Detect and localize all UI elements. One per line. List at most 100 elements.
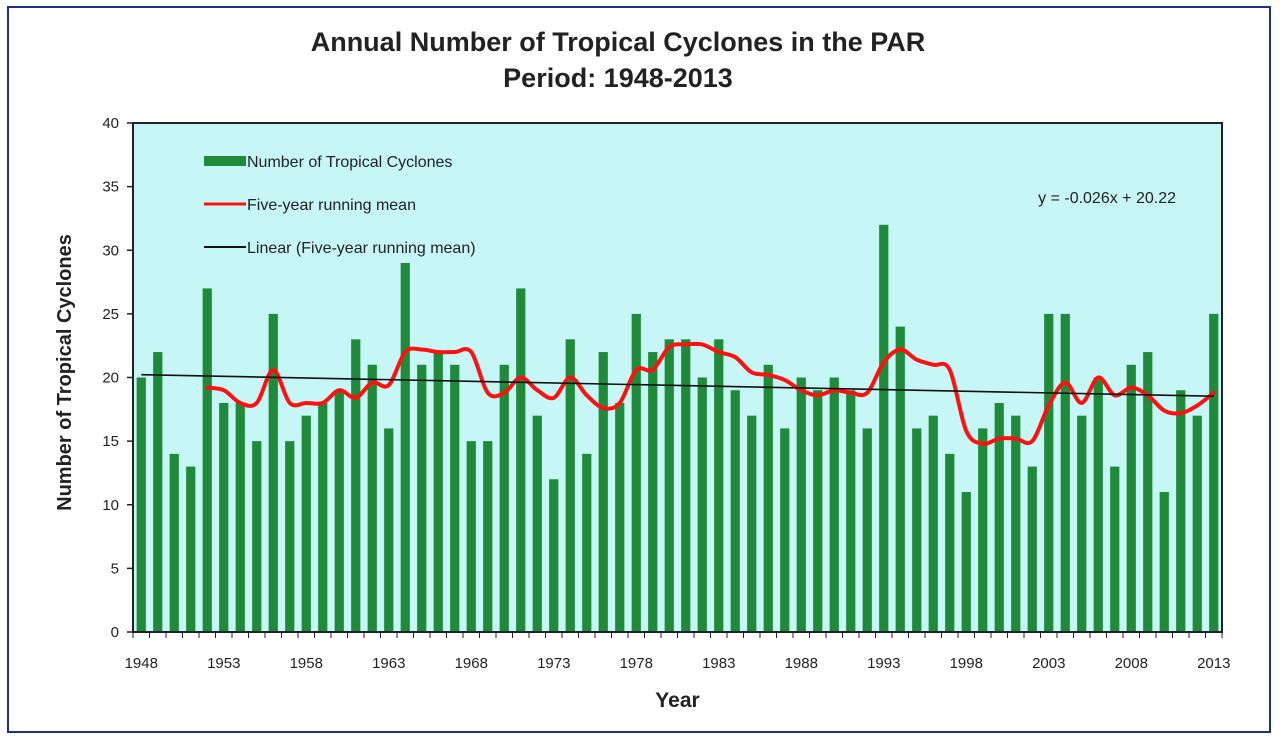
bar: [994, 402, 1004, 632]
bar: [1011, 415, 1021, 632]
bar: [763, 364, 773, 632]
bar: [895, 326, 905, 632]
bar: [136, 377, 146, 632]
trend-line: [141, 373, 1214, 398]
bar: [879, 224, 889, 633]
y-tick-label: 20: [102, 370, 119, 387]
bar: [862, 428, 872, 632]
bar: [301, 415, 311, 632]
bar: [384, 428, 394, 632]
axes-layer: 0 5 10 15 20 25 30 35 40 1948 1953 1958 1963 1968 1973…: [102, 115, 1230, 672]
x-tick-label: 1963: [372, 655, 405, 672]
legend-label: Linear (Five-year running mean): [247, 240, 476, 257]
bar: [219, 402, 229, 632]
legend-label: Five-year running mean: [247, 197, 416, 214]
bar: [202, 288, 212, 632]
bar: [714, 339, 724, 632]
chart-title: Annual Number of Tropical Cyclones in th…: [310, 27, 926, 57]
bar: [730, 390, 740, 632]
bar: [417, 364, 427, 632]
bar: [582, 453, 592, 632]
bar: [1027, 466, 1037, 632]
bar: [813, 390, 823, 632]
bar: [747, 415, 757, 632]
legend-swatch-bars: [204, 156, 246, 166]
bar: [169, 453, 179, 632]
bar: [433, 352, 443, 632]
bar: [846, 390, 856, 632]
x-tick-label: 1998: [950, 655, 983, 672]
y-tick-label: 15: [102, 433, 119, 450]
bar: [697, 377, 707, 632]
y-tick-label: 0: [111, 624, 119, 641]
bar: [1209, 313, 1219, 633]
bar: [565, 339, 575, 632]
bar: [945, 453, 955, 632]
bar: [268, 313, 278, 633]
legend: Number of Tropical Cyclones Five-year run…: [204, 154, 476, 257]
bar: [1044, 313, 1054, 633]
y-tick-label: 25: [102, 306, 119, 323]
bar: [1159, 492, 1169, 632]
bar: [829, 377, 839, 632]
lines-layer: [141, 341, 1216, 446]
bar: [153, 352, 163, 632]
y-tick-label: 10: [102, 497, 119, 514]
bar: [780, 428, 790, 632]
x-tick-label: 2008: [1115, 655, 1148, 672]
bar: [186, 466, 196, 632]
bar: [598, 352, 608, 632]
bar: [499, 364, 509, 632]
bar: [483, 441, 493, 633]
x-tick-label: 1978: [620, 655, 653, 672]
bar: [928, 415, 938, 632]
bar: [516, 288, 526, 632]
y-tick-label: 5: [111, 560, 119, 577]
bar: [1126, 364, 1136, 632]
x-axis-label: Year: [655, 689, 699, 712]
x-tick-label: 1973: [537, 655, 570, 672]
x-tick-label: 2013: [1197, 655, 1230, 672]
running-mean-line: [205, 341, 1216, 446]
x-tick-label: 1948: [125, 655, 158, 672]
bar: [367, 364, 377, 632]
bar: [681, 339, 691, 632]
bar: [400, 262, 410, 632]
bar: [466, 441, 476, 633]
x-tick-label: 1968: [455, 655, 488, 672]
bar: [1077, 415, 1087, 632]
bar: [285, 441, 295, 633]
x-tick-label: 1983: [702, 655, 735, 672]
bar: [1143, 352, 1153, 632]
x-tick-label: 1988: [785, 655, 818, 672]
bar: [1176, 390, 1186, 632]
bar: [1060, 313, 1070, 633]
bar: [235, 402, 245, 632]
x-tick-label: 2003: [1032, 655, 1065, 672]
legend-label: Number of Tropical Cyclones: [247, 154, 452, 171]
y-tick-label: 35: [102, 179, 119, 196]
bar: [1192, 415, 1202, 632]
bars-layer: [136, 224, 1219, 633]
bar: [450, 364, 460, 632]
trend-equation: y = -0.026x + 20.22: [1038, 190, 1176, 207]
bar: [631, 313, 641, 633]
bar: [334, 390, 344, 632]
bar: [664, 339, 674, 632]
bar: [532, 415, 542, 632]
bar: [1093, 377, 1103, 632]
chart-subtitle: Period: 1948-2013: [503, 63, 733, 93]
bar: [912, 428, 922, 632]
y-axis-label: Number of Tropical Cyclones: [54, 234, 76, 511]
bar: [549, 479, 559, 632]
bar: [978, 428, 988, 632]
bar: [351, 339, 361, 632]
bar: [796, 377, 806, 632]
y-tick-label: 30: [102, 242, 119, 259]
bar: [318, 402, 328, 632]
x-tick-label: 1993: [867, 655, 900, 672]
bar: [252, 441, 262, 633]
bar: [961, 492, 971, 632]
bar: [648, 352, 658, 632]
